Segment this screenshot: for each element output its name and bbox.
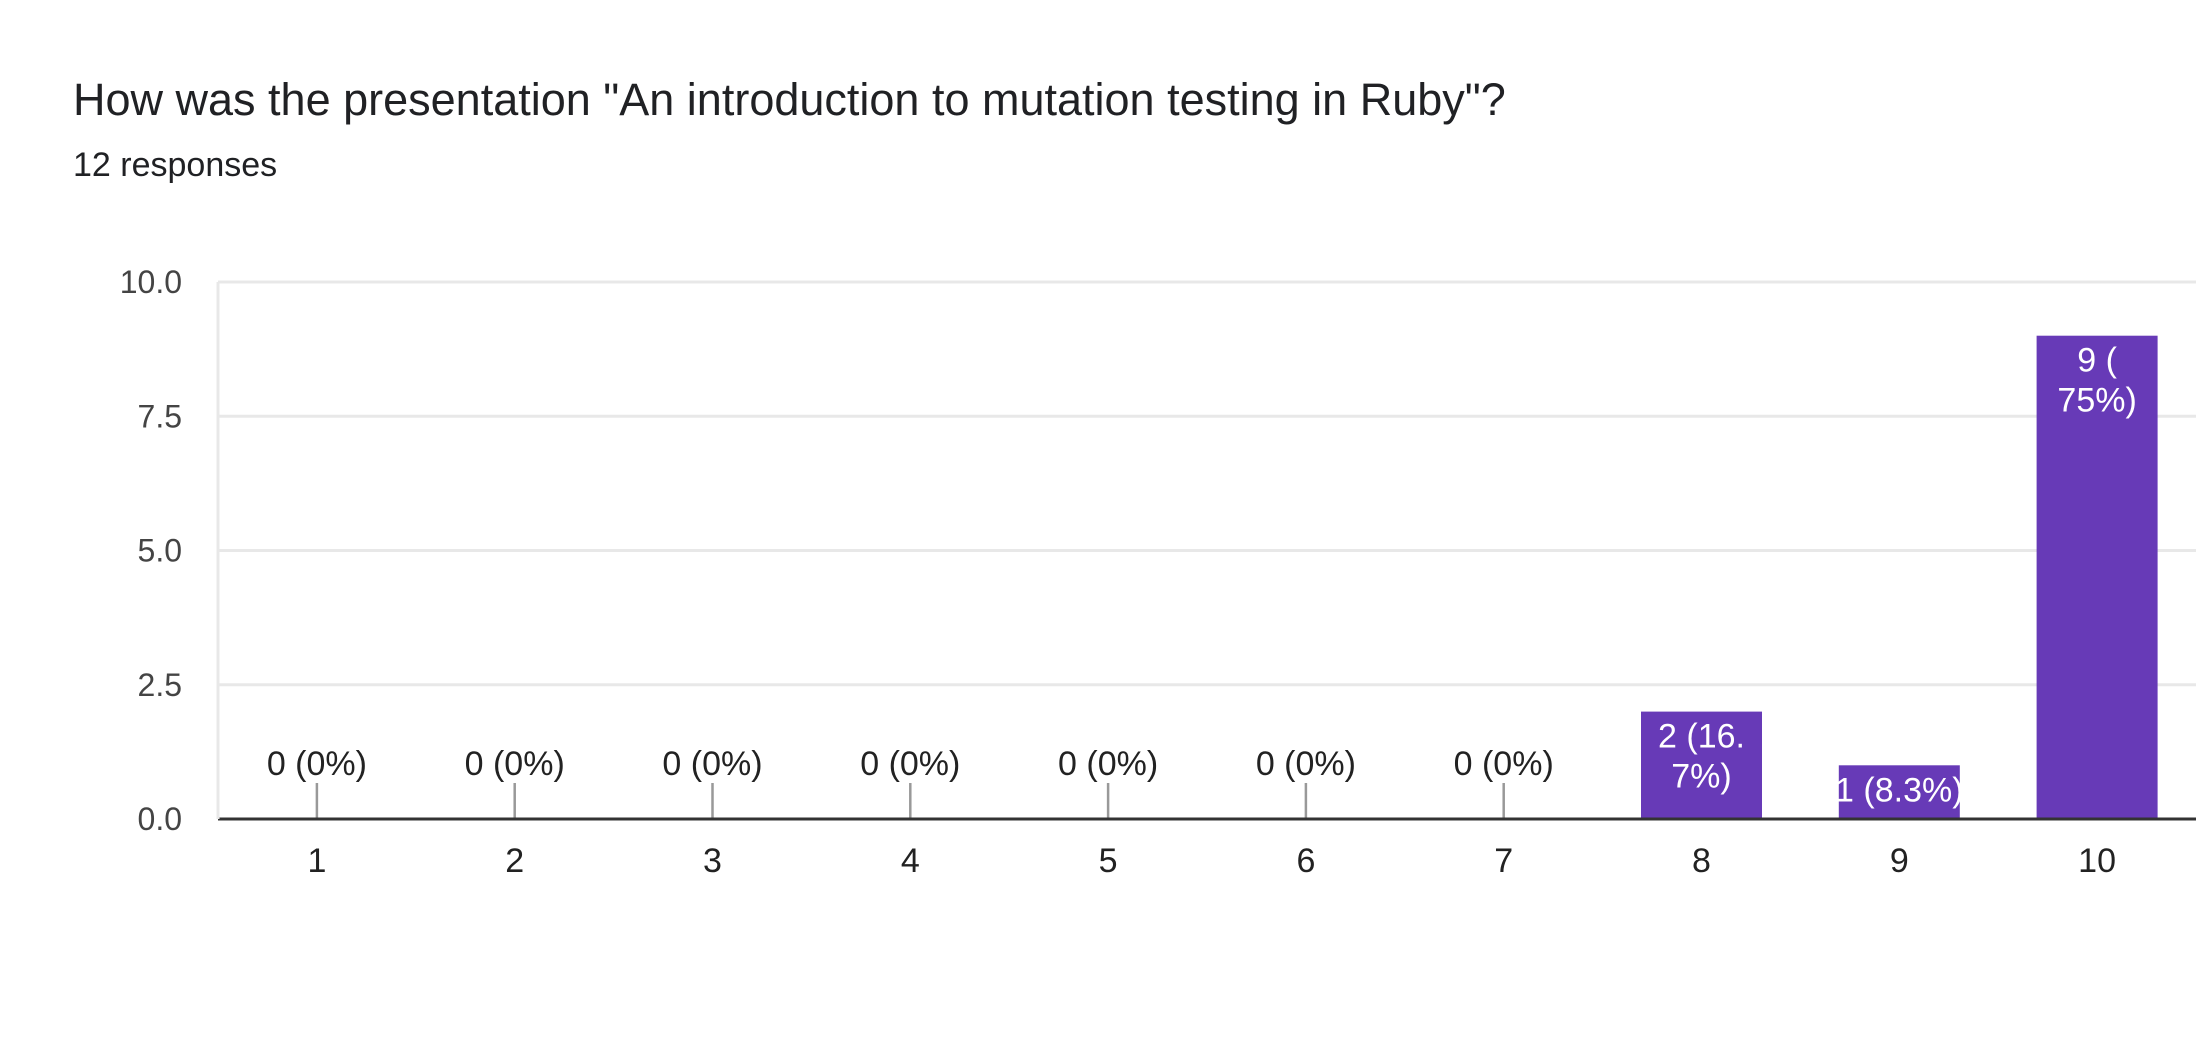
y-tick-label: 2.5 xyxy=(138,667,182,703)
bar xyxy=(1838,765,1960,819)
bar xyxy=(1641,711,1762,819)
data-label: 0 (0%) xyxy=(1256,745,1356,783)
chart-title: How was the presentation "An introductio… xyxy=(73,74,1506,125)
x-tick-label: 5 xyxy=(1099,842,1118,880)
data-label: 1 (8.3%) xyxy=(1835,771,1964,809)
x-tick-label: 8 xyxy=(1692,842,1711,880)
x-tick-label: 4 xyxy=(901,842,920,880)
bars xyxy=(1641,335,2158,819)
x-tick-label: 6 xyxy=(1296,842,1315,880)
x-tick-label: 10 xyxy=(2078,842,2116,880)
data-label: 0 (0%) xyxy=(1454,745,1554,783)
data-labels: 0 (0%) 0 (0%) 0 (0%) 0 (0%) 0 (0%) 0 (0%) 0 (0… xyxy=(267,342,2137,810)
data-label: 7%) xyxy=(1671,758,1731,796)
data-label: 0 (0%) xyxy=(465,745,565,783)
y-tick-label: 5.0 xyxy=(138,533,182,569)
bar xyxy=(2036,335,2158,819)
x-tick-label: 2 xyxy=(505,842,524,880)
x-axis-ticks: 1 2 3 4 5 6 7 8 9 10 xyxy=(307,842,2116,880)
x-tick-label: 7 xyxy=(1494,842,1513,880)
data-label: 0 (0%) xyxy=(860,745,960,783)
gridlines xyxy=(218,280,2196,687)
x-tick-label: 1 xyxy=(307,842,326,880)
data-label: 2 (16. xyxy=(1658,718,1745,756)
x-tick-label: 3 xyxy=(703,842,722,880)
data-label: 75%) xyxy=(2057,382,2136,420)
data-label: 0 (0%) xyxy=(662,745,762,783)
data-label: 9 ( xyxy=(2077,342,2117,380)
y-tick-label: 0.0 xyxy=(138,801,182,837)
y-tick-label: 10.0 xyxy=(120,264,182,300)
y-axis-ticks: 0.0 2.5 5.0 7.5 10.0 xyxy=(120,264,182,837)
label-leaders xyxy=(315,783,1505,819)
x-tick-label: 9 xyxy=(1890,842,1909,880)
y-tick-label: 7.5 xyxy=(138,398,182,434)
data-label: 0 (0%) xyxy=(1058,745,1158,783)
response-count: 12 responses xyxy=(73,146,278,184)
data-label: 0 (0%) xyxy=(267,745,367,783)
